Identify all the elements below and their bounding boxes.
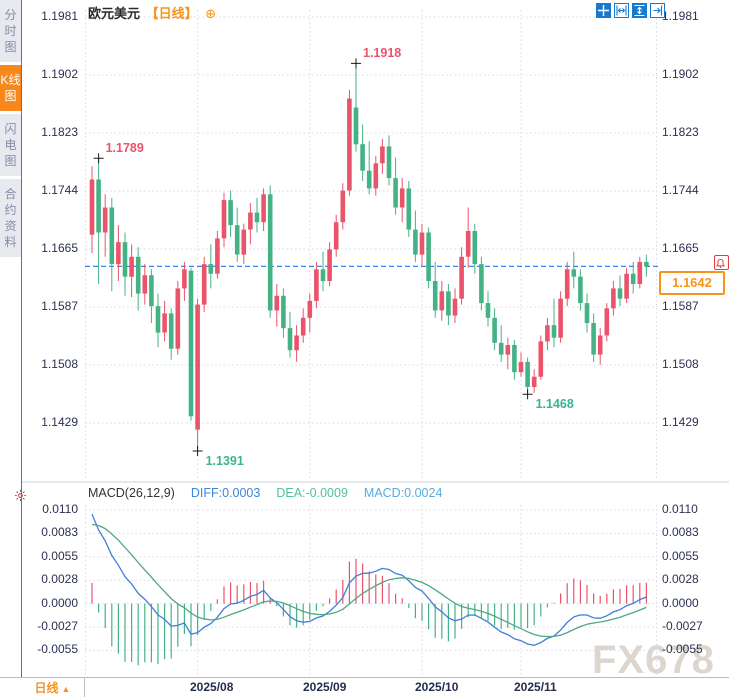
macd-macd-value: MACD:0.0024 [363,486,443,500]
macd-axis-label-left-0: 0.0110 [42,502,78,516]
fit-width-icon[interactable] [614,3,629,18]
sidebar-tab-candle-chart[interactable]: K线图 [0,65,21,111]
price-axis-label-left-0: 1.1981 [41,9,78,23]
macd-axis-label-left-2: 0.0055 [41,548,78,563]
macd-axis-label-left-4: 0.0000 [41,595,78,610]
price-axis-label-right-7: 1.1429 [662,415,699,429]
symbol-name: 欧元美元 [88,6,141,21]
macd-axis-label-right-0: 0.0110 [662,502,698,516]
macd-axis-label-right-1: 0.0083 [662,525,699,540]
macd-axis-label-left-1: 0.0083 [41,525,78,540]
macd-axis-label-right-3: 0.0028 [662,572,699,587]
annotation-high-1: 1.1789 [105,141,144,156]
price-axis-label-left-7: 1.1429 [41,415,78,429]
price-axis-label-left-4: 1.1665 [41,241,78,255]
price-axis-label-left-1: 1.1902 [41,67,78,81]
macd-axis-label-right-2: 0.0055 [662,548,699,563]
price-axis-label-right-2: 1.1823 [662,125,699,139]
indicator-settings-icon[interactable] [14,489,27,507]
annotation-low-1: 1.1391 [205,453,244,468]
watermark: FX678 [592,638,715,682]
x-axis-label-aug: 2025/08 [190,680,234,694]
annotation-low-2: 1.1468 [535,397,574,412]
price-axis-label-right-3: 1.1744 [662,183,699,197]
macd-axis-label-right-4: 0.0000 [662,595,699,610]
price-axis-label-right-6: 1.1508 [662,357,699,371]
x-axis-label-sep: 2025/09 [303,680,347,694]
fit-height-icon[interactable] [632,3,647,18]
macd-axis-label-left-5: -0.0027 [37,619,78,633]
price-axis-label-right-4: 1.1665 [662,241,699,255]
macd-axis-label-left-6: -0.0055 [37,642,78,657]
macd-axis-label-left-3: 0.0028 [41,572,78,587]
sidebar-tab-lightning-chart[interactable]: 闪电图 [0,114,21,176]
toolbar [596,3,665,18]
price-axis-label-right-0: 1.1981 [662,9,699,23]
bottom-bar: 日线 ▲ [0,677,729,697]
sidebar-tab-contract-info[interactable]: 合约资料 [0,179,21,257]
macd-dea-value: DEA:-0.0009 [276,486,348,500]
macd-axis-label-right-6: -0.0055 [662,642,703,657]
crosshair-icon[interactable] [596,3,611,18]
add-indicator-icon[interactable]: ⊕ [205,6,217,21]
pan-right-icon[interactable] [650,3,665,18]
period-selector[interactable]: 日线 ▲ [21,678,85,697]
price-axis-label-left-2: 1.1823 [41,125,78,139]
price-alert-bell-icon[interactable] [714,255,729,270]
price-axis-label-left-6: 1.1508 [41,357,78,371]
sidebar-tab-time-chart[interactable]: 分时图 [0,0,21,62]
sidebar: 分时图 K线图 闪电图 合约资料 [0,0,22,677]
x-axis-label-nov: 2025/11 [514,680,557,694]
macd-header: MACD(26,12,9) DIFF:0.0003 DEA:-0.0009 MA… [88,486,442,500]
price-axis-label-left-5: 1.1587 [41,299,78,313]
price-axis-label-left-3: 1.1744 [41,183,78,197]
macd-params-label: MACD(26,12,9) [88,486,175,500]
current-price-tag: 1.1642 [659,271,725,295]
chart-title: 欧元美元 【日线】 ⊕ [88,3,216,22]
period-label: 日线 [34,681,59,695]
macd-axis-label-right-5: -0.0027 [662,619,703,633]
price-axis-label-right-5: 1.1587 [662,299,699,313]
price-axis-label-right-1: 1.1902 [662,67,699,81]
period-tag: 【日线】 [145,6,198,21]
annotation-peak: 1.1918 [363,46,402,61]
macd-diff-value: DIFF:0.0003 [190,486,261,500]
x-axis-label-oct: 2025/10 [415,680,459,694]
period-dropdown-arrow-icon: ▲ [61,684,71,694]
